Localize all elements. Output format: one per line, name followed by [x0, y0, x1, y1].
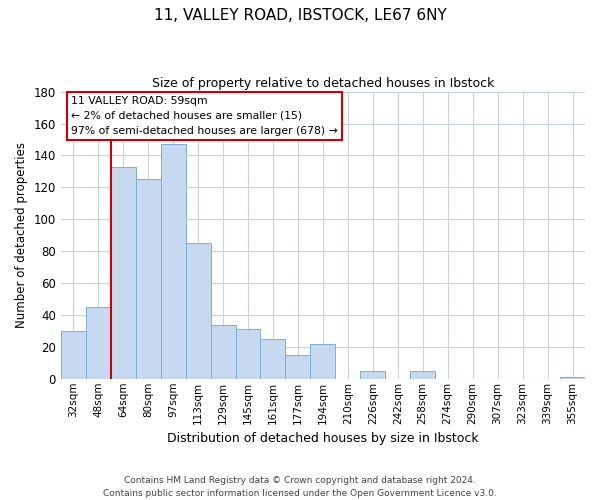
Bar	[136, 180, 161, 379]
Y-axis label: Number of detached properties: Number of detached properties	[15, 142, 28, 328]
Bar	[361, 371, 385, 379]
Bar	[161, 144, 185, 379]
Text: Contains HM Land Registry data © Crown copyright and database right 2024.
Contai: Contains HM Land Registry data © Crown c…	[103, 476, 497, 498]
Bar	[286, 355, 310, 379]
Bar	[410, 371, 435, 379]
Bar	[211, 324, 236, 379]
Bar	[111, 166, 136, 379]
Bar	[560, 377, 585, 379]
Text: 11 VALLEY ROAD: 59sqm
← 2% of detached houses are smaller (15)
97% of semi-detac: 11 VALLEY ROAD: 59sqm ← 2% of detached h…	[71, 96, 338, 136]
Bar	[61, 331, 86, 379]
Bar	[260, 339, 286, 379]
Text: 11, VALLEY ROAD, IBSTOCK, LE67 6NY: 11, VALLEY ROAD, IBSTOCK, LE67 6NY	[154, 8, 446, 22]
Bar	[185, 243, 211, 379]
Bar	[86, 307, 111, 379]
Title: Size of property relative to detached houses in Ibstock: Size of property relative to detached ho…	[152, 78, 494, 90]
X-axis label: Distribution of detached houses by size in Ibstock: Distribution of detached houses by size …	[167, 432, 479, 445]
Bar	[310, 344, 335, 379]
Bar	[236, 330, 260, 379]
